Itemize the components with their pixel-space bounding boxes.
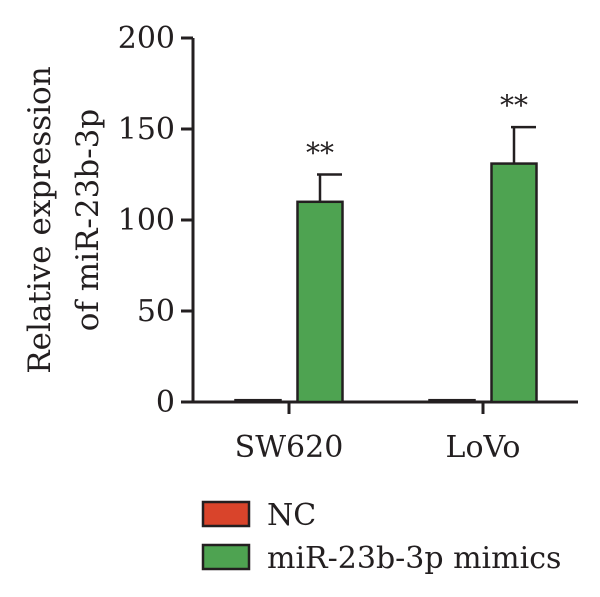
y-tick-label: 0	[156, 385, 175, 420]
bar-nc	[234, 398, 282, 404]
significance-label: **	[500, 89, 528, 122]
legend-swatch	[201, 500, 251, 528]
y-axis-label-line-1: Relative expression	[22, 66, 58, 373]
y-tick-label: 100	[118, 203, 175, 238]
plot-area: 0 50 100 150 200 SW620 ** LoVo **	[118, 21, 578, 465]
x-tick-label: LoVo	[446, 430, 521, 465]
legend-label: NC	[267, 498, 316, 533]
bar-mir-23b-3p-mimics	[296, 200, 344, 404]
y-axis-label: Relative expression of miR-23b-3p	[22, 66, 106, 373]
legend: NC miR-23b-3p mimics	[201, 498, 561, 576]
bar-mir-23b-3p-mimics	[490, 162, 538, 404]
x-tick-label: SW620	[235, 430, 344, 465]
legend-swatch	[201, 543, 251, 571]
bar-nc	[428, 398, 476, 404]
y-tick-label: 50	[137, 294, 175, 329]
y-tick-label: 200	[118, 21, 175, 56]
legend-label: miR-23b-3p mimics	[267, 541, 561, 576]
y-axis-label-line-2: of miR-23b-3p	[70, 109, 106, 331]
significance-label: **	[306, 137, 334, 170]
y-tick-label: 150	[118, 112, 175, 147]
